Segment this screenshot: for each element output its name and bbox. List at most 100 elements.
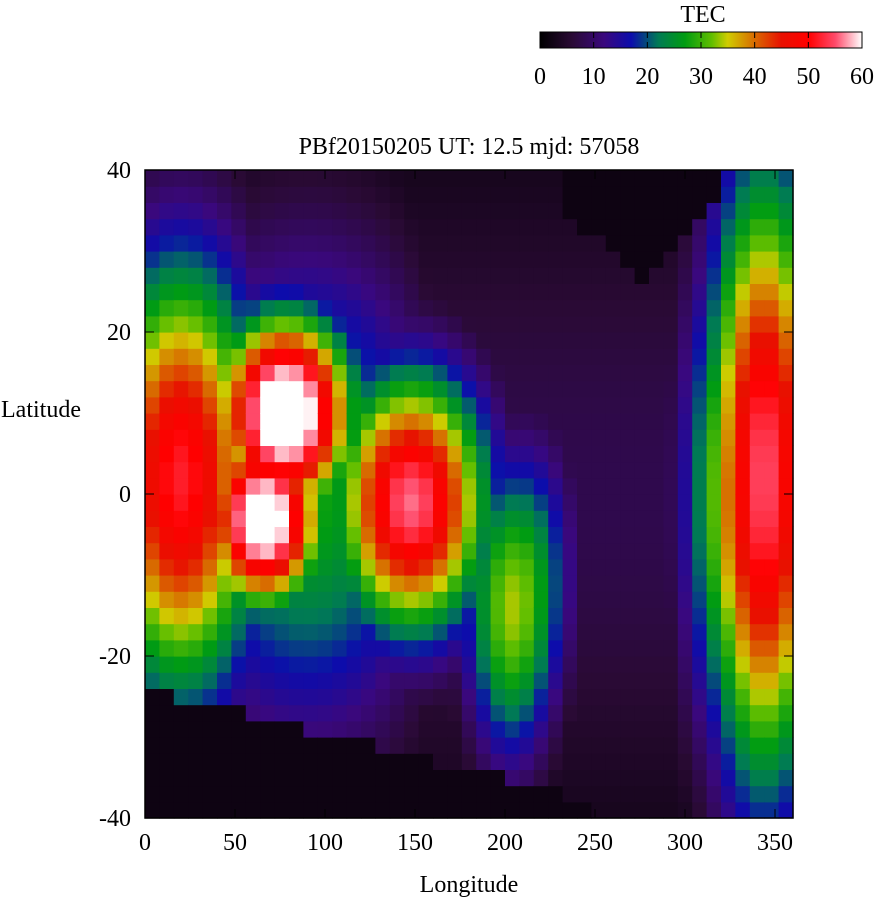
heatmap-cell: [562, 218, 578, 236]
heatmap-cell: [548, 801, 564, 819]
heatmap-cell: [577, 380, 592, 398]
heatmap-cell: [649, 267, 664, 284]
heatmap-cell: [202, 315, 218, 333]
heatmap-cell: [721, 348, 736, 365]
heatmap-cell: [663, 720, 679, 738]
heatmap-cell: [548, 332, 564, 349]
heatmap-cell: [778, 380, 794, 398]
heatmap-cell: [605, 607, 621, 625]
heatmap-cell: [620, 704, 636, 722]
heatmap-cell: [677, 461, 693, 479]
heatmap-cell: [677, 299, 693, 317]
heatmap-cell: [361, 429, 376, 446]
heatmap-cell: [519, 380, 535, 398]
heatmap-cell: [447, 283, 463, 301]
heatmap-cell: [231, 477, 247, 495]
heatmap-cell: [562, 186, 578, 203]
heatmap-cell: [562, 396, 578, 414]
heatmap-cell: [245, 737, 261, 754]
heatmap-cell: [389, 737, 405, 754]
heatmap-cell: [317, 315, 333, 333]
heatmap-cell: [476, 380, 492, 398]
heatmap-cell: [188, 202, 204, 220]
heatmap-cell: [404, 429, 420, 446]
heatmap-cell: [764, 234, 780, 252]
heatmap-cell: [605, 656, 621, 673]
heatmap-cell: [217, 332, 232, 349]
heatmap-cell: [605, 494, 621, 511]
heatmap-cell: [303, 494, 319, 511]
heatmap-cell: [764, 672, 780, 689]
heatmap-cell: [562, 380, 578, 398]
heatmap-cell: [375, 445, 391, 463]
heatmap-cell: [735, 186, 751, 203]
heatmap-cell: [490, 477, 506, 495]
heatmap-cell: [663, 202, 679, 220]
heatmap-cell: [173, 348, 189, 365]
heatmap-cell: [231, 413, 247, 430]
heatmap-cell: [692, 672, 708, 689]
heatmap-cell: [505, 591, 520, 608]
heatmap-cell: [476, 720, 492, 738]
heatmap-cell: [663, 429, 679, 446]
heatmap-cell: [562, 299, 578, 317]
heatmap-cell: [505, 769, 520, 787]
heatmap-cell: [404, 267, 420, 284]
heatmap-cell: [533, 413, 549, 430]
heatmap-cell: [418, 332, 434, 349]
heatmap-cell: [159, 202, 175, 220]
heatmap-cell: [202, 267, 218, 284]
heatmap-cell: [361, 720, 376, 738]
heatmap-cell: [620, 510, 636, 527]
heatmap-cell: [418, 299, 434, 317]
heatmap-cell: [749, 234, 765, 252]
heatmap-cell: [749, 267, 765, 284]
heatmap-cell: [303, 477, 319, 495]
heatmap-cell: [289, 494, 304, 511]
heatmap-cell: [231, 234, 247, 252]
heatmap-cell: [591, 267, 607, 284]
heatmap-cell: [289, 315, 304, 333]
heatmap-cell: [620, 575, 636, 592]
heatmap-cell: [346, 461, 362, 479]
heatmap-cell: [332, 218, 348, 236]
heatmap-cell: [231, 267, 247, 284]
heatmap-cell: [706, 753, 722, 770]
heatmap-cell: [361, 623, 376, 641]
heatmap-cell: [173, 769, 189, 787]
heatmap-cell: [461, 445, 477, 463]
heatmap-cell: [735, 753, 751, 770]
heatmap-cell: [404, 656, 420, 673]
heatmap-cell: [202, 445, 218, 463]
heatmap-cell: [217, 510, 232, 527]
heatmap-cell: [677, 380, 693, 398]
heatmap-cell: [361, 332, 376, 349]
heatmap-cell: [289, 364, 304, 382]
heatmap-cell: [749, 445, 765, 463]
heatmap-cell: [375, 218, 391, 236]
heatmap-cell: [332, 591, 348, 608]
heatmap-cell: [389, 380, 405, 398]
heatmap-cell: [404, 769, 420, 787]
heatmap-cell: [461, 494, 477, 511]
heatmap-cell: [202, 688, 218, 706]
heatmap-cell: [389, 801, 405, 819]
heatmap-cell: [173, 753, 189, 770]
heatmap-cell: [173, 542, 189, 560]
heatmap-cell: [677, 202, 693, 220]
heatmap-cell: [461, 234, 477, 252]
heatmap-cell: [620, 429, 636, 446]
heatmap-cell: [706, 494, 722, 511]
heatmap-cell: [505, 753, 520, 770]
heatmap-cell: [145, 623, 160, 641]
heatmap-cell: [735, 769, 751, 787]
heatmap-cell: [389, 299, 405, 317]
heatmap-cell: [217, 526, 232, 544]
heatmap-cell: [649, 575, 664, 592]
heatmap-cell: [505, 267, 520, 284]
heatmap-cell: [145, 769, 160, 787]
heatmap-cell: [346, 186, 362, 203]
heatmap-cell: [317, 737, 333, 754]
heatmap-cell: [476, 769, 492, 787]
heatmap-cell: [663, 753, 679, 770]
